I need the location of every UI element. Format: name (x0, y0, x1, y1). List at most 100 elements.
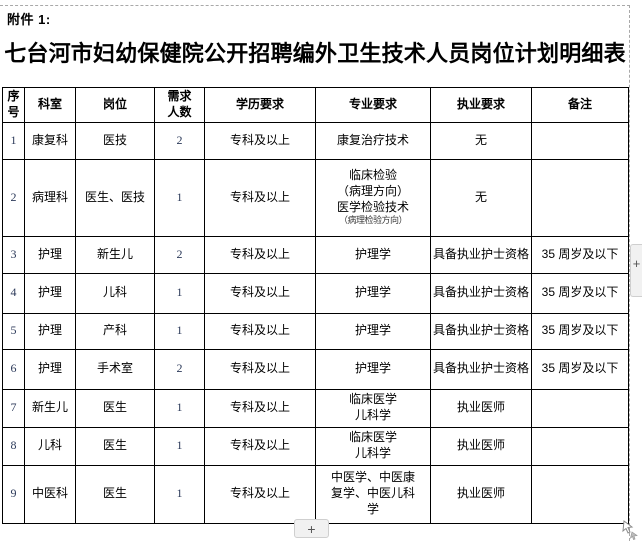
cell-number: 1 (2, 121, 25, 160)
cell-major: 护理学 (315, 312, 431, 350)
cell-number: 2 (2, 158, 25, 237)
cell-remark (531, 464, 629, 524)
cell-headcount: 1 (154, 388, 205, 428)
cell-license: 执业医师 (430, 464, 532, 524)
cell-remark (531, 158, 629, 237)
cell-major: 康复治疗技术 (315, 121, 431, 160)
cell-department: 儿科 (24, 426, 76, 466)
cell-major: 临床检验 （病理方向） 医学检验技术 （病理检验方向） (315, 158, 431, 237)
cell-license: 具备执业护士资格 (430, 235, 532, 274)
cell-education: 专科及以上 (204, 388, 316, 428)
cell-remark: 35 周岁及以下 (531, 348, 629, 390)
cell-license: 执业医师 (430, 388, 532, 428)
cell-headcount: 2 (154, 121, 205, 160)
cell-major: 临床医学 儿科学 (315, 426, 431, 466)
mouse-cursor-icon (622, 520, 638, 540)
add-row-button[interactable]: + (294, 519, 329, 538)
cell-number: 6 (2, 348, 25, 390)
cell-position: 手术室 (75, 348, 155, 390)
col-header-major: 专业要求 (315, 87, 431, 123)
cell-major: 临床医学 儿科学 (315, 388, 431, 428)
recruitment-plan-table: 序号 科室 岗位 需求 人数 学历要求 专业要求 执业要求 备注 1 康复科 医… (2, 87, 629, 524)
table-row: 5 护理 产科 1 专科及以上 护理学 具备执业护士资格 35 周岁及以下 (2, 312, 629, 350)
col-header-education: 学历要求 (204, 87, 316, 123)
col-header-department: 科室 (24, 87, 76, 123)
page-boundary-top (0, 5, 630, 6)
cell-department: 护理 (24, 235, 76, 274)
cell-headcount: 2 (154, 348, 205, 390)
table-row: 4 护理 儿科 1 专科及以上 护理学 具备执业护士资格 35 周岁及以下 (2, 272, 629, 314)
cell-education: 专科及以上 (204, 121, 316, 160)
cell-number: 8 (2, 426, 25, 466)
cell-education: 专科及以上 (204, 312, 316, 350)
cell-license: 具备执业护士资格 (430, 312, 532, 350)
cell-department: 护理 (24, 312, 76, 350)
cell-headcount: 1 (154, 272, 205, 314)
cell-position: 产科 (75, 312, 155, 350)
col-header-number: 序号 (2, 87, 25, 123)
cell-number: 3 (2, 235, 25, 274)
table-row: 3 护理 新生儿 2 专科及以上 护理学 具备执业护士资格 35 周岁及以下 (2, 235, 629, 274)
cell-number: 5 (2, 312, 25, 350)
cell-remark: 35 周岁及以下 (531, 272, 629, 314)
cell-number: 4 (2, 272, 25, 314)
col-header-license: 执业要求 (430, 87, 532, 123)
cell-license: 无 (430, 121, 532, 160)
table-row: 2 病理科 医生、医技 1 专科及以上 临床检验 （病理方向） 医学检验技术 （病… (2, 158, 629, 237)
major-text: 临床检验 （病理方向） 医学检验技术 (336, 167, 409, 214)
plus-icon: + (632, 256, 641, 271)
cell-education: 专科及以上 (204, 426, 316, 466)
table-row: 1 康复科 医技 2 专科及以上 康复治疗技术 无 (2, 121, 629, 160)
cell-department: 新生儿 (24, 388, 76, 428)
cell-position: 医生 (75, 426, 155, 466)
cell-remark (531, 121, 629, 160)
cell-headcount: 1 (154, 158, 205, 237)
cell-department: 中医科 (24, 464, 76, 524)
cell-headcount: 2 (154, 235, 205, 274)
table-row: 9 中医科 医生 1 专科及以上 中医学、中医康 复学、中医儿科 学 执业医师 (2, 464, 629, 524)
cell-department: 护理 (24, 272, 76, 314)
cell-remark: 35 周岁及以下 (531, 312, 629, 350)
cell-education: 专科及以上 (204, 464, 316, 524)
cell-license: 具备执业护士资格 (430, 348, 532, 390)
col-header-remark: 备注 (531, 87, 629, 123)
table-row: 7 新生儿 医生 1 专科及以上 临床医学 儿科学 执业医师 (2, 388, 629, 428)
cell-position: 医技 (75, 121, 155, 160)
cell-headcount: 1 (154, 464, 205, 524)
cell-number: 7 (2, 388, 25, 428)
add-column-button[interactable]: + (630, 244, 642, 297)
cell-number: 9 (2, 464, 25, 524)
plus-icon: + (307, 520, 316, 537)
table-row: 8 儿科 医生 1 专科及以上 临床医学 儿科学 执业医师 (2, 426, 629, 466)
cell-major: 中医学、中医康 复学、中医儿科 学 (315, 464, 431, 524)
cell-education: 专科及以上 (204, 158, 316, 237)
attachment-label: 附件 1: (7, 12, 51, 27)
cell-position: 儿科 (75, 272, 155, 314)
page-boundary-right (629, 5, 630, 541)
cell-remark (531, 426, 629, 466)
cell-education: 专科及以上 (204, 272, 316, 314)
cell-license: 无 (430, 158, 532, 237)
major-subtext: （病理检验方向） (338, 215, 408, 226)
page-title: 七台河市妇幼保健院公开招聘编外卫生技术人员岗位计划明细表 (4, 41, 626, 66)
cell-position: 医生 (75, 388, 155, 428)
col-header-position: 岗位 (75, 87, 155, 123)
cell-remark (531, 388, 629, 428)
table-header-row: 序号 科室 岗位 需求 人数 学历要求 专业要求 执业要求 备注 (2, 87, 629, 123)
cell-major: 护理学 (315, 272, 431, 314)
cell-education: 专科及以上 (204, 348, 316, 390)
cell-position: 医生、医技 (75, 158, 155, 237)
cell-position: 新生儿 (75, 235, 155, 274)
cell-remark: 35 周岁及以下 (531, 235, 629, 274)
cell-major: 护理学 (315, 235, 431, 274)
col-header-headcount: 需求 人数 (154, 87, 205, 123)
table-row: 6 护理 手术室 2 专科及以上 护理学 具备执业护士资格 35 周岁及以下 (2, 348, 629, 390)
cell-department: 康复科 (24, 121, 76, 160)
cell-major: 护理学 (315, 348, 431, 390)
cell-position: 医生 (75, 464, 155, 524)
cell-department: 护理 (24, 348, 76, 390)
cell-headcount: 1 (154, 426, 205, 466)
cell-headcount: 1 (154, 312, 205, 350)
cell-department: 病理科 (24, 158, 76, 237)
